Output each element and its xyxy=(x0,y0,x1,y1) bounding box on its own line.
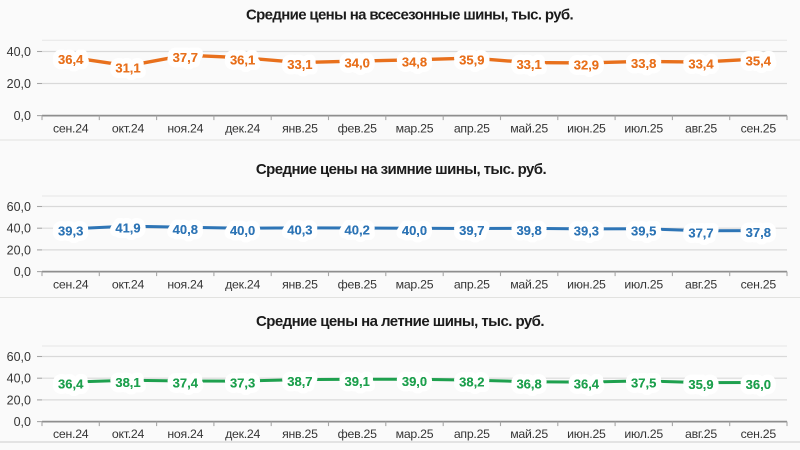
svg-text:0,0: 0,0 xyxy=(14,415,31,429)
svg-text:сен.24: сен.24 xyxy=(53,427,89,441)
svg-text:май.25: май.25 xyxy=(510,122,548,136)
svg-text:36,1: 36,1 xyxy=(230,52,255,67)
svg-text:20,0: 20,0 xyxy=(7,243,31,257)
svg-text:40,8: 40,8 xyxy=(173,222,198,237)
svg-text:июн.25: июн.25 xyxy=(567,122,606,136)
svg-text:Средние цены на зимние шины, т: Средние цены на зимние шины, тыс. руб. xyxy=(256,161,547,178)
svg-text:38,7: 38,7 xyxy=(287,374,312,389)
svg-text:39,7: 39,7 xyxy=(459,223,484,238)
svg-text:33,1: 33,1 xyxy=(516,57,541,72)
svg-text:ноя.24: ноя.24 xyxy=(167,427,203,441)
svg-text:33,1: 33,1 xyxy=(287,57,312,72)
svg-text:36,4: 36,4 xyxy=(58,377,84,392)
svg-text:36,4: 36,4 xyxy=(58,52,84,67)
svg-text:июл.25: июл.25 xyxy=(624,122,663,136)
svg-text:37,3: 37,3 xyxy=(230,376,255,391)
svg-text:авг.25: авг.25 xyxy=(685,427,717,441)
svg-text:38,2: 38,2 xyxy=(459,375,484,390)
svg-text:37,8: 37,8 xyxy=(746,225,771,240)
svg-text:май.25: май.25 xyxy=(510,427,548,441)
svg-text:ноя.24: ноя.24 xyxy=(167,278,203,292)
svg-text:37,5: 37,5 xyxy=(631,376,656,391)
svg-text:Средние цены на всесезонные ши: Средние цены на всесезонные шины, тыс. р… xyxy=(246,6,574,23)
svg-text:апр.25: апр.25 xyxy=(454,122,490,136)
svg-text:0,0: 0,0 xyxy=(14,109,31,123)
svg-text:янв.25: янв.25 xyxy=(282,427,318,441)
svg-text:сен.25: сен.25 xyxy=(741,427,777,441)
svg-text:34,8: 34,8 xyxy=(402,54,427,69)
svg-text:окт.24: окт.24 xyxy=(112,427,145,441)
svg-text:20,0: 20,0 xyxy=(7,393,31,407)
svg-text:окт.24: окт.24 xyxy=(112,278,145,292)
svg-text:39,0: 39,0 xyxy=(402,374,427,389)
svg-text:39,8: 39,8 xyxy=(516,223,541,238)
svg-text:мар.25: мар.25 xyxy=(396,427,434,441)
svg-text:июл.25: июл.25 xyxy=(624,278,663,292)
svg-text:36,8: 36,8 xyxy=(516,376,541,391)
svg-text:0,0: 0,0 xyxy=(14,265,31,279)
svg-text:апр.25: апр.25 xyxy=(454,278,490,292)
svg-text:дек.24: дек.24 xyxy=(225,278,260,292)
svg-text:37,4: 37,4 xyxy=(173,376,199,391)
svg-text:35,4: 35,4 xyxy=(746,54,772,69)
svg-text:32,9: 32,9 xyxy=(574,58,599,73)
svg-text:40,0: 40,0 xyxy=(230,223,255,238)
svg-text:авг.25: авг.25 xyxy=(685,122,717,136)
svg-text:40,0: 40,0 xyxy=(7,372,31,386)
svg-text:янв.25: янв.25 xyxy=(282,122,318,136)
svg-text:40,0: 40,0 xyxy=(402,223,427,238)
svg-text:июн.25: июн.25 xyxy=(567,427,606,441)
svg-text:янв.25: янв.25 xyxy=(282,278,318,292)
svg-text:39,5: 39,5 xyxy=(631,223,656,238)
svg-text:апр.25: апр.25 xyxy=(454,427,490,441)
svg-text:41,9: 41,9 xyxy=(115,221,140,236)
svg-text:60,0: 60,0 xyxy=(7,350,31,364)
svg-text:май.25: май.25 xyxy=(510,278,548,292)
svg-text:39,1: 39,1 xyxy=(345,374,370,389)
svg-text:37,7: 37,7 xyxy=(688,225,713,240)
svg-text:34,0: 34,0 xyxy=(345,56,370,71)
svg-text:фев.25: фев.25 xyxy=(338,427,377,441)
svg-text:июн.25: июн.25 xyxy=(567,278,606,292)
svg-text:ноя.24: ноя.24 xyxy=(167,122,203,136)
svg-text:сен.25: сен.25 xyxy=(741,278,777,292)
svg-text:36,4: 36,4 xyxy=(574,377,600,392)
svg-text:20,0: 20,0 xyxy=(7,77,31,91)
svg-text:31,1: 31,1 xyxy=(115,60,140,75)
svg-text:33,8: 33,8 xyxy=(631,56,656,71)
svg-text:39,3: 39,3 xyxy=(574,224,599,239)
svg-text:40,0: 40,0 xyxy=(7,45,31,59)
svg-text:40,0: 40,0 xyxy=(7,222,31,236)
svg-text:фев.25: фев.25 xyxy=(338,122,377,136)
svg-text:36,0: 36,0 xyxy=(746,377,771,392)
svg-text:окт.24: окт.24 xyxy=(112,122,145,136)
svg-text:сен.24: сен.24 xyxy=(53,122,89,136)
svg-text:35,9: 35,9 xyxy=(688,377,713,392)
svg-text:фев.25: фев.25 xyxy=(338,278,377,292)
svg-text:мар.25: мар.25 xyxy=(396,278,434,292)
svg-text:35,9: 35,9 xyxy=(459,53,484,68)
svg-text:сен.24: сен.24 xyxy=(53,278,89,292)
svg-text:38,1: 38,1 xyxy=(115,375,140,390)
svg-text:Средние цены на летние шины, т: Средние цены на летние шины, тыс. руб. xyxy=(256,313,544,330)
svg-text:60,0: 60,0 xyxy=(7,200,31,214)
svg-text:дек.24: дек.24 xyxy=(225,122,260,136)
svg-text:мар.25: мар.25 xyxy=(396,122,434,136)
svg-text:сен.25: сен.25 xyxy=(741,122,777,136)
svg-text:июл.25: июл.25 xyxy=(624,427,663,441)
svg-text:40,3: 40,3 xyxy=(287,223,312,238)
svg-text:авг.25: авг.25 xyxy=(685,278,717,292)
svg-text:33,4: 33,4 xyxy=(688,57,714,72)
svg-text:40,2: 40,2 xyxy=(345,223,370,238)
svg-text:39,3: 39,3 xyxy=(58,224,83,239)
svg-text:дек.24: дек.24 xyxy=(225,427,260,441)
svg-text:37,7: 37,7 xyxy=(173,50,198,65)
